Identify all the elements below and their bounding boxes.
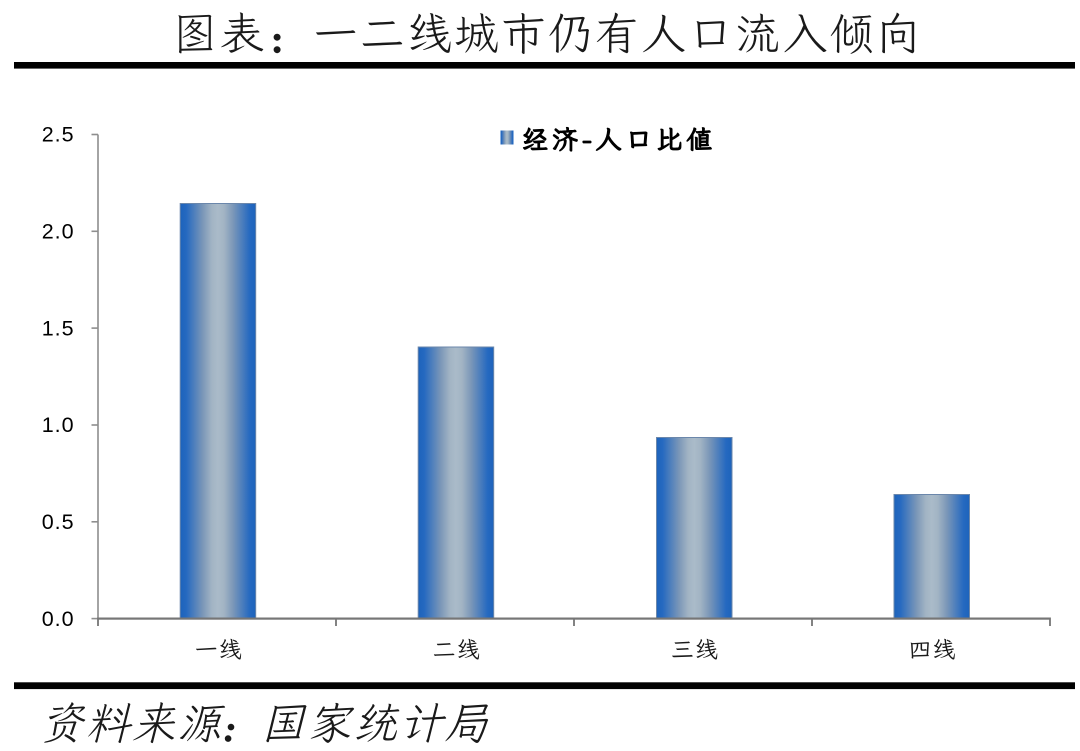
svg-text:2.0: 2.0 xyxy=(42,220,75,244)
svg-text:0.5: 0.5 xyxy=(42,510,75,534)
svg-text:2.5: 2.5 xyxy=(42,123,75,147)
svg-text:1.0: 1.0 xyxy=(42,413,75,437)
svg-text:1.5: 1.5 xyxy=(42,316,75,340)
svg-text:0.0: 0.0 xyxy=(42,607,75,631)
